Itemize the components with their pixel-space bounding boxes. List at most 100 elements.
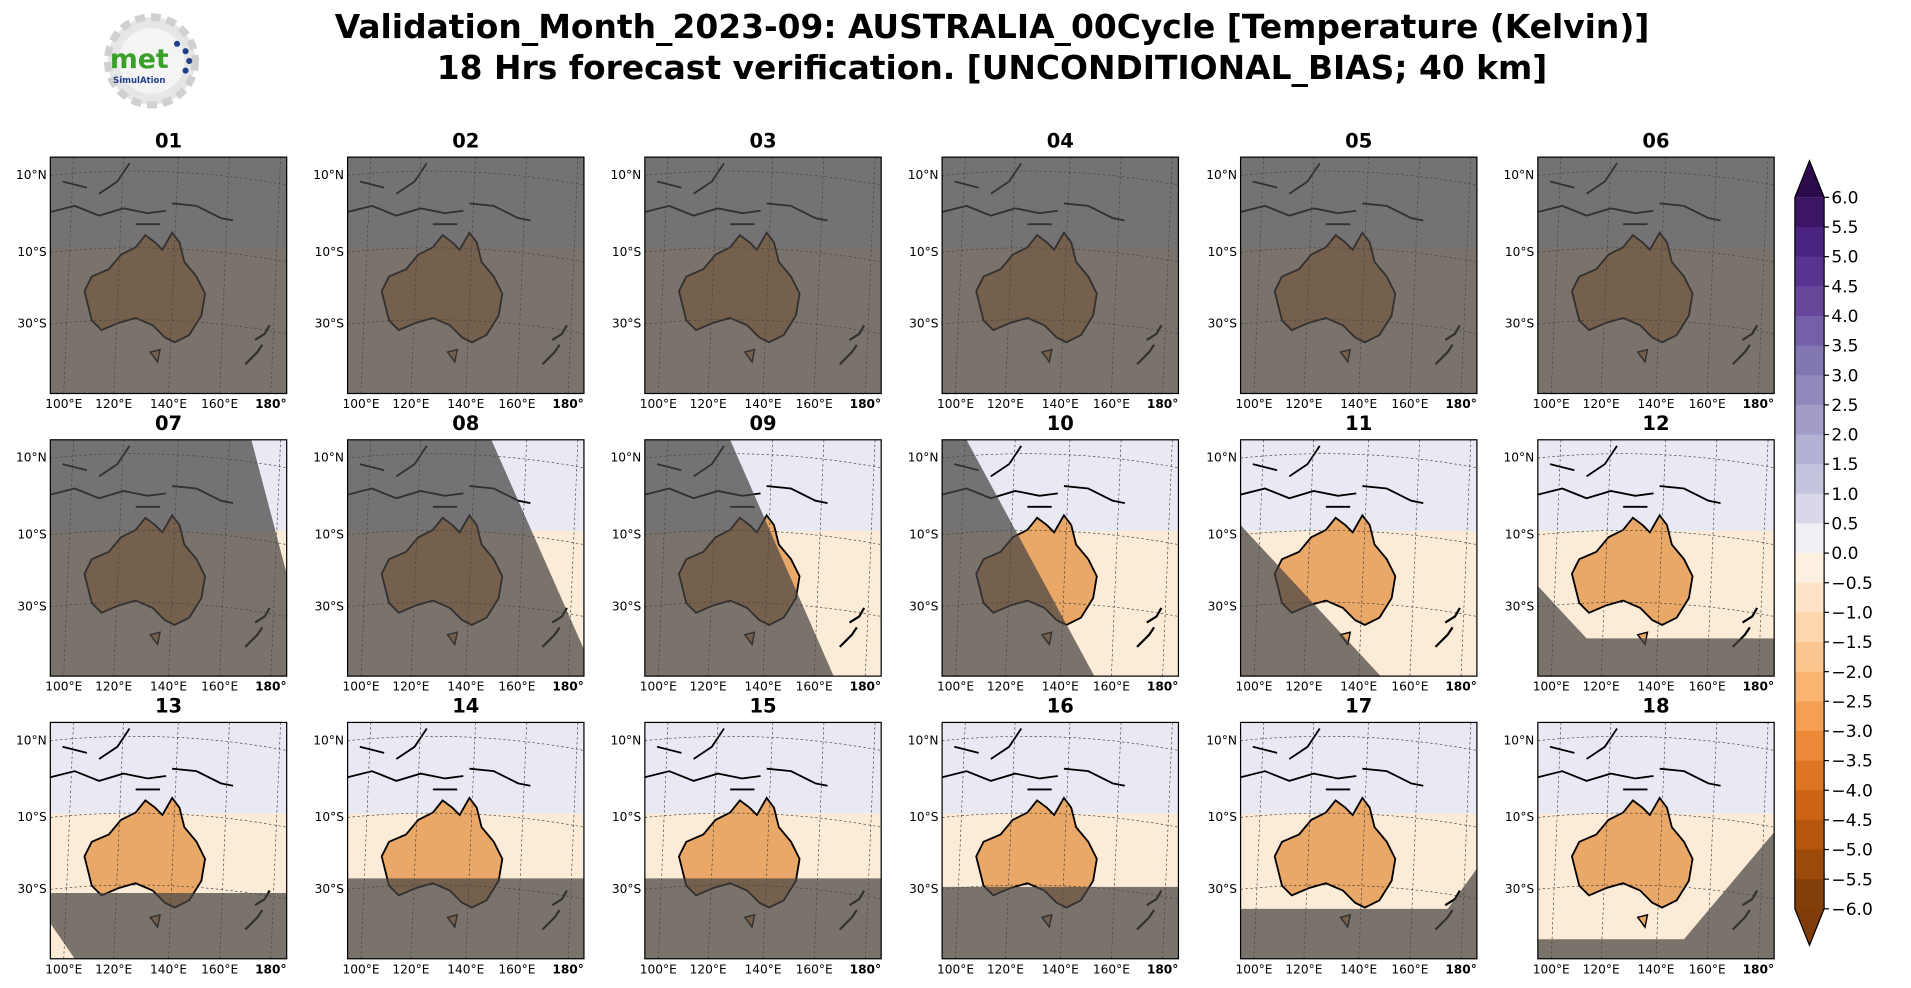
meridian <box>1111 439 1122 677</box>
lon-label: 120°E <box>690 962 727 976</box>
island-coast <box>1063 485 1126 505</box>
lon-label: 180° <box>552 680 584 694</box>
lon-label: 160°E <box>1093 680 1130 694</box>
lon-label: 120°E <box>392 962 429 976</box>
title-line-1: Validation_Month_2023-09: AUSTRALIA_00Cy… <box>335 7 1650 46</box>
panel-title: 16 <box>1047 695 1074 718</box>
lat-label: 10°N <box>908 733 939 747</box>
lat-label: 10°S <box>17 527 47 541</box>
map-content <box>1537 722 1775 959</box>
ocean-north <box>347 722 584 814</box>
map-content <box>942 157 1179 394</box>
lat-label: 30°S <box>17 882 47 896</box>
panel-frame <box>1537 439 1775 677</box>
colorbar: 6.0 5.5 5.0 4.5 4.0 3.5 3.0 2.5 2.0 1.5 1.0 0.5 0.0 −… <box>1794 159 1873 948</box>
colorbar-extend-min <box>1794 908 1825 946</box>
island-coast <box>1288 445 1321 478</box>
lat-label: 10°N <box>908 451 939 465</box>
lat-label: 10°N <box>1206 451 1237 465</box>
lat-label: 10°S <box>1208 245 1238 259</box>
parallel <box>942 812 1179 828</box>
panel-title: 04 <box>1047 129 1074 152</box>
lon-label: 140°E <box>1042 397 1079 411</box>
map-panel: 10°N 10°S 30°S 100°E 120°E 140°E 160°E 180° <box>908 156 1180 411</box>
lat-label: 10°S <box>315 810 345 824</box>
colorbar-tick-label: 0.0 <box>1831 544 1858 564</box>
colorbar-segment <box>1794 582 1825 613</box>
lon-label: 140°E <box>1637 397 1674 411</box>
lon-label: 120°E <box>1285 397 1322 411</box>
island-coast <box>469 767 531 787</box>
lon-label: 160°E <box>201 680 238 694</box>
lat-label: 30°S <box>612 317 642 331</box>
lon-label: 140°E <box>447 680 484 694</box>
lat-label: 10°N <box>16 168 47 182</box>
panel-frame <box>1537 156 1775 395</box>
parallel <box>942 736 1179 751</box>
meridian <box>1655 439 1667 677</box>
meridian <box>1460 439 1472 677</box>
lon-label: 120°E <box>1583 397 1620 411</box>
lon-label: 120°E <box>987 397 1024 411</box>
meridian <box>1409 439 1420 677</box>
island-coast <box>1549 463 1575 472</box>
lat-label: 30°S <box>612 599 642 613</box>
map-content <box>644 722 882 959</box>
colorbar-tick-label: −6.0 <box>1831 900 1872 920</box>
island-coast <box>359 745 385 754</box>
logo-dot <box>182 48 189 55</box>
lon-label: 100°E <box>937 680 974 694</box>
lon-label: 100°E <box>1235 962 1272 976</box>
map-content <box>1240 157 1477 394</box>
lon-label: 160°E <box>796 397 833 411</box>
ocean-north <box>50 722 287 814</box>
logo-disc <box>118 28 185 94</box>
meridian <box>1758 439 1769 677</box>
panel-frame <box>644 439 882 677</box>
lon-label: 120°E <box>690 680 727 694</box>
island-coast <box>954 745 979 754</box>
colorbar-segment <box>1794 879 1825 910</box>
parallel <box>1240 530 1477 545</box>
colorbar-tick-label: 2.5 <box>1831 396 1858 416</box>
lon-label: 160°E <box>1391 680 1428 694</box>
lat-label: 10°S <box>909 245 939 259</box>
meridian <box>1162 439 1173 677</box>
island-coast <box>1537 770 1654 782</box>
lon-label: 160°E <box>796 962 833 976</box>
parallel <box>1537 453 1775 469</box>
panel-frame <box>1239 156 1478 395</box>
island-coast <box>1659 767 1721 787</box>
panel-frame <box>1239 721 1478 960</box>
logo-subtext: SimulAtion <box>113 76 165 86</box>
panel-frame <box>346 721 585 960</box>
map-panel: 10°N 10°S 30°S 100°E 120°E 140°E 160°E 180° <box>1503 721 1775 976</box>
lat-label: 30°S <box>909 599 939 613</box>
new-zealand <box>1434 607 1461 648</box>
colorbar-tick-label: 3.5 <box>1831 337 1858 357</box>
lon-label: 180° <box>1445 397 1477 411</box>
panel-frame <box>644 156 882 395</box>
panel-frame <box>49 439 288 677</box>
lat-label: 30°S <box>612 882 642 896</box>
missing-data-mask <box>1240 525 1381 677</box>
panel-title: 07 <box>155 412 182 435</box>
panel-frame <box>644 721 882 960</box>
missing-data-mask <box>1537 585 1775 677</box>
colorbar-tick-label: −2.5 <box>1831 692 1872 712</box>
island-coast <box>347 770 464 782</box>
colorbar-segment <box>1794 760 1825 791</box>
map-panel: 10°N 10°S 30°S 100°E 120°E 140°E 160°E 180° <box>611 439 882 694</box>
island-coast <box>1362 767 1424 787</box>
lon-label: 160°E <box>201 397 238 411</box>
lon-label: 160°E <box>498 962 535 976</box>
lat-label: 10°N <box>313 168 344 182</box>
ocean-north <box>644 722 882 814</box>
lat-label: 10°S <box>909 810 939 824</box>
lat-label: 10°N <box>1503 451 1534 465</box>
colorbar-tick-label: −3.5 <box>1831 752 1872 772</box>
map-content <box>347 157 584 394</box>
parallel <box>50 884 287 900</box>
ocean-north <box>1240 722 1477 814</box>
colorbar-segment <box>1794 227 1825 258</box>
